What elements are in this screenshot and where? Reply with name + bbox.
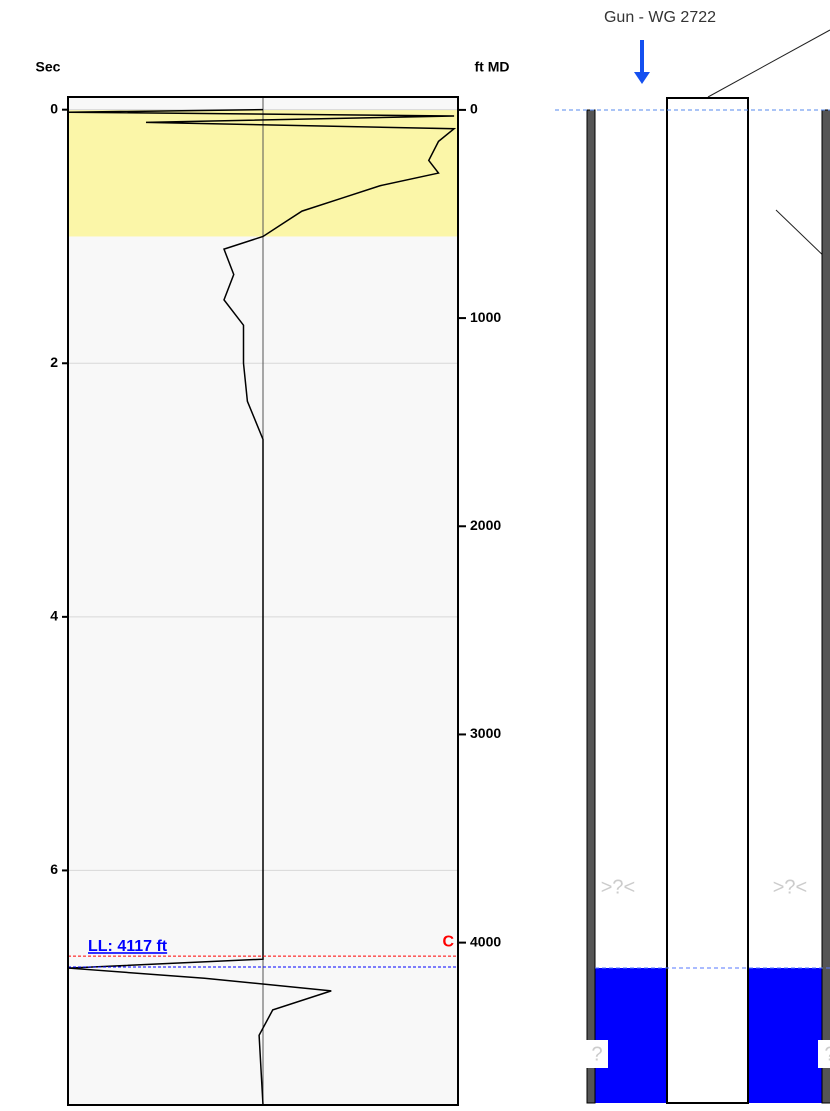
casing <box>821 109 830 1104</box>
y-tick-label: 4 <box>50 608 58 624</box>
wellbore <box>555 29 830 1104</box>
y-tick-label: 2 <box>50 354 58 370</box>
arrow-head <box>634 72 650 84</box>
y2-tick-label: 1000 <box>470 309 501 325</box>
q-box <box>582 1040 608 1068</box>
leader <box>707 29 830 98</box>
leader <box>775 209 830 263</box>
y2-tick-label: 2000 <box>470 517 501 533</box>
y2-tick-label: 0 <box>470 101 478 117</box>
fluid <box>748 968 822 1103</box>
liquid-level-label: LL: 4117 ft <box>88 938 168 955</box>
collar-label: C <box>442 933 454 950</box>
y-axis-label: Sec <box>36 59 61 75</box>
y2-axis-label: ft MD <box>475 59 510 75</box>
tubing <box>666 97 749 1104</box>
y-tick-label: 6 <box>50 861 58 877</box>
casing <box>586 109 596 1104</box>
unknown-label: ? <box>591 1043 602 1065</box>
q-box <box>818 1040 830 1068</box>
y-tick-label: 0 <box>50 100 58 116</box>
gun-label: Gun - WG 2722 <box>604 9 716 26</box>
y2-tick-label: 4000 <box>470 933 501 949</box>
unknown-label: >?< <box>773 876 807 898</box>
fluid <box>595 968 667 1103</box>
unknown-label: >?< <box>601 876 635 898</box>
unknown-label: ? <box>824 1043 830 1065</box>
y2-tick-label: 3000 <box>470 725 501 741</box>
plot-frame <box>67 96 459 1106</box>
